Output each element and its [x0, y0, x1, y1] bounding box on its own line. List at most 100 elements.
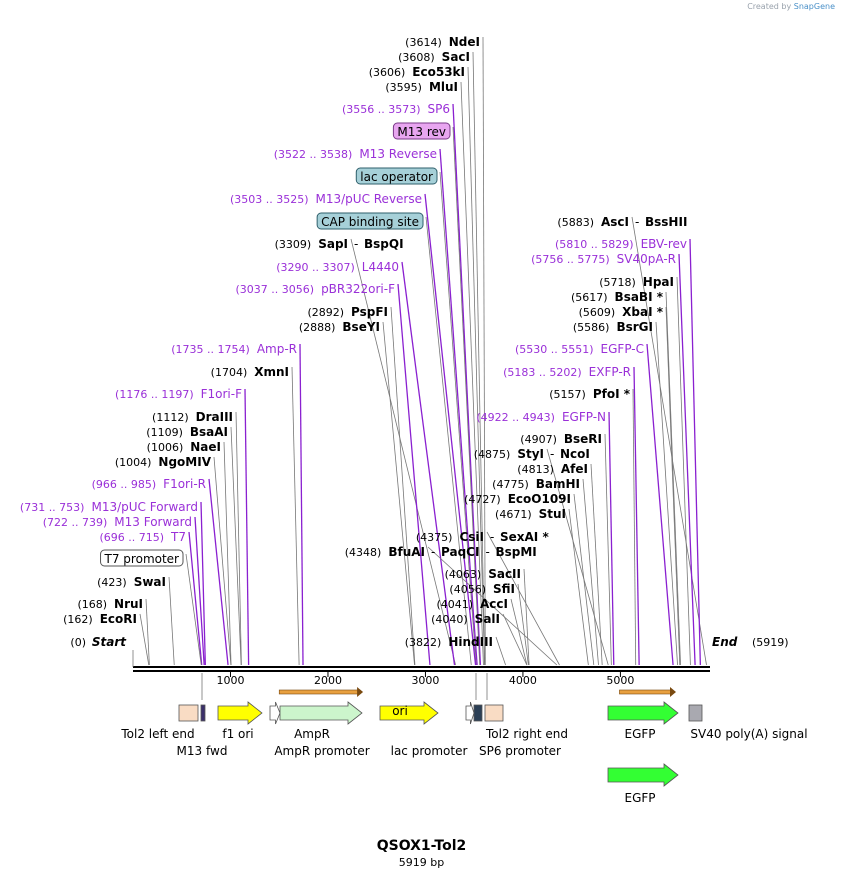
bfuai-separator: - — [431, 545, 435, 559]
t7-promoter-leader-line — [185, 553, 202, 666]
egfp-label: EGFP — [624, 791, 655, 805]
m13-fwd-label: M13 fwd — [177, 744, 228, 758]
t7-leader-line — [188, 531, 203, 666]
pfoi-leader-line — [632, 388, 637, 666]
bsaai-position: (1109) — [146, 426, 183, 439]
hindiii-leader-line — [495, 636, 506, 666]
amp-r-label: Amp-R — [257, 342, 297, 356]
egfp-c-label: EGFP-C — [601, 342, 644, 356]
sapi-label: SapI — [318, 237, 348, 251]
exfp-r-label: EXFP-R — [589, 365, 631, 379]
xbai-leader-line — [665, 306, 681, 666]
bfuai-position: (4348) — [345, 546, 382, 559]
hpai-leader-line — [676, 276, 691, 666]
ndei-label: NdeI — [449, 35, 480, 49]
exfp-r-position: (5183 .. 5202) — [503, 366, 582, 379]
csii-position: (4375) — [416, 531, 453, 544]
xmni-leader-line — [291, 366, 300, 666]
t7-promoter-label: T7 promoter — [104, 552, 180, 566]
pbr322ori-f-leader-line — [397, 283, 431, 666]
map-length: 5919 bp — [398, 856, 445, 869]
tol2-right-end-label: Tol2 right end — [485, 727, 568, 741]
cap-binding-site-label: CAP binding site — [321, 215, 419, 229]
sapi-leader-line — [350, 238, 456, 666]
ebv-rev-position: (5810 .. 5829) — [555, 238, 634, 251]
bseyi-label: BseYI — [342, 320, 380, 334]
cap-binding-site-leader-line — [425, 216, 472, 666]
m13-puc-forward-label: M13/pUC Forward — [91, 500, 198, 514]
hindiii-label: HindIII — [448, 635, 493, 649]
ndei-leader-line — [482, 36, 486, 666]
pbr322ori-f-position: (3037 .. 3056) — [236, 283, 315, 296]
bfuai-leader-line — [427, 546, 558, 666]
asci-position: (5883) — [557, 216, 594, 229]
bsabi-position: (5617) — [571, 291, 608, 304]
xmni-position: (1704) — [211, 366, 248, 379]
ebv-rev-leader-line — [689, 238, 701, 666]
bspqi-label: BspQI — [364, 237, 404, 251]
bsabi-label: BsaBI * — [615, 290, 664, 304]
ori-arrow — [379, 701, 439, 725]
afei-position: (4813) — [517, 463, 554, 476]
stui-position: (4671) — [495, 508, 532, 521]
lac-operator-box — [355, 167, 438, 185]
swai-label: SwaI — [134, 575, 166, 589]
l4440-position: (3290 .. 3307) — [276, 261, 355, 274]
egfp-n-leader-line — [608, 411, 615, 666]
bamhi-leader-line — [582, 478, 599, 666]
mlui-label: MluI — [429, 80, 458, 94]
m13-reverse-leader-line — [439, 148, 478, 666]
styi-label: StyI — [517, 447, 544, 461]
l4440-label: L4440 — [362, 260, 399, 274]
orf-arrowhead — [670, 687, 677, 697]
pfoi-position: (5157) — [549, 388, 586, 401]
lac-promoter-label: lac promoter — [391, 744, 468, 758]
sali-leader-line — [502, 613, 528, 666]
tol2-left-end-box — [178, 704, 199, 722]
map-title: QSOX1-Tol2 — [376, 838, 467, 854]
pbr322ori-f-label: pBR322ori-F — [321, 282, 395, 296]
tol2-right-end-box — [484, 704, 504, 722]
f1ori-f-position: (1176 .. 1197) — [115, 388, 194, 401]
snapgene-credit: Created by SnapGene — [747, 2, 835, 11]
ecori-leader-line — [139, 613, 150, 666]
styi-separator: - — [550, 447, 554, 461]
styi-position: (4875) — [474, 448, 511, 461]
sacii-label: SacII — [488, 567, 521, 581]
lac-operator-label: lac operator — [360, 170, 433, 184]
acci-position: (4041) — [436, 598, 473, 611]
hpai-label: HpaI — [643, 275, 674, 289]
bsrgi-label: BsrGI — [616, 320, 653, 334]
bamhi-position: (4775) — [492, 478, 529, 491]
end-label: End — [712, 635, 738, 649]
egfp-arrow — [607, 701, 679, 725]
naei-leader-line — [223, 441, 232, 666]
bseri-position: (4907) — [520, 433, 557, 446]
saci-leader-line — [472, 51, 486, 666]
sv40pa-r-leader-line — [678, 253, 696, 666]
stui-label: StuI — [539, 507, 566, 521]
m13-puc-forward-leader-line — [200, 501, 206, 666]
f1-ori-arrow — [217, 701, 263, 725]
ecori-position: (162) — [63, 613, 93, 626]
bamhi-label: BamHI — [536, 477, 580, 491]
asci-separator: - — [635, 215, 639, 229]
f1ori-r-leader-line — [208, 478, 229, 666]
paqci-label: PaqCI — [441, 545, 479, 559]
sfii-position: (4056) — [449, 583, 486, 596]
sali-label: SalI — [475, 612, 500, 626]
m13-fwd-box — [200, 704, 206, 722]
start-position: (0) — [70, 636, 86, 649]
ngomiv-leader-line — [213, 456, 232, 666]
m13-puc-reverse-leader-line — [424, 193, 477, 666]
tick-label: 1000 — [216, 674, 244, 687]
bsrgi-leader-line — [655, 321, 678, 666]
ecoo109i-leader-line — [573, 493, 595, 666]
bsabi-leader-line — [665, 291, 681, 666]
t7-promoter-box — [100, 549, 184, 567]
sapi-separator: - — [354, 237, 358, 251]
swai-position: (423) — [97, 576, 127, 589]
ecoo109i-label: EcoO109I — [508, 492, 571, 506]
l4440-leader-line — [401, 261, 456, 666]
